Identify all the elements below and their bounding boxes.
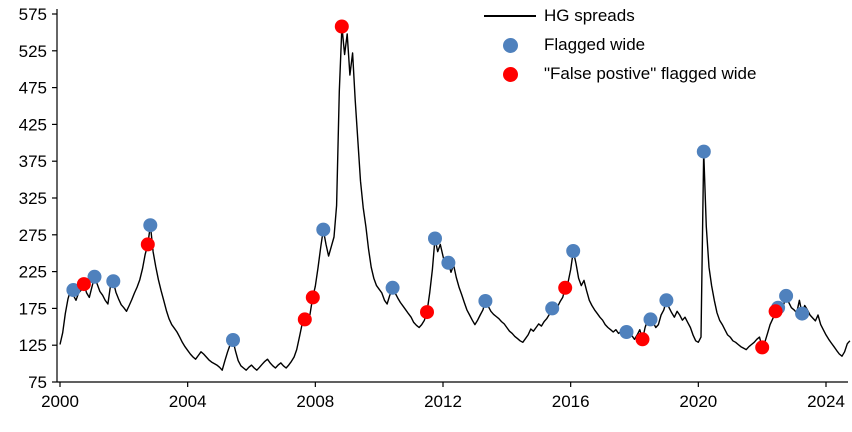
flagged-wide-dot <box>619 325 634 339</box>
false-positive-dot <box>558 280 573 295</box>
flagged-wide-dot <box>659 293 674 308</box>
flagged-wide-dot <box>106 274 121 289</box>
false-positive-dot <box>297 312 312 327</box>
flagged-wide-dot <box>226 333 240 347</box>
flagged-wide-dot <box>643 312 658 327</box>
hg-spreads-line <box>59 25 851 371</box>
false-positive-dot <box>76 277 91 292</box>
flagged-wide-dot <box>545 301 560 316</box>
legend-swatch-box <box>484 66 536 82</box>
x-tick-label: 2000 <box>41 392 79 411</box>
false-positive-dot <box>140 237 155 252</box>
false-positive-dot <box>755 340 770 355</box>
y-tick-label: 75 <box>28 373 47 392</box>
y-tick-label: 475 <box>19 79 47 98</box>
false-positive-dot <box>635 332 650 347</box>
legend-label-flagged-wide: Flagged wide <box>544 35 646 54</box>
flagged-wide-dot <box>143 218 158 233</box>
flagged-wide-dot <box>779 288 794 303</box>
y-tick-label: 275 <box>19 226 47 245</box>
false-positive-dot <box>334 19 349 34</box>
y-tick-label: 175 <box>19 299 47 318</box>
y-tick-label: 425 <box>19 115 47 134</box>
flagged-wide-dot <box>566 244 581 258</box>
flagged-wide-dot <box>385 280 400 295</box>
y-tick-label: 325 <box>19 189 47 208</box>
flagged-wide-dot <box>428 231 442 246</box>
legend: HG spreads Flagged wide "False postive" … <box>484 4 756 86</box>
y-tick-label: 125 <box>19 336 47 355</box>
blue-dot-icon <box>502 37 518 53</box>
false-positive-dot <box>420 305 434 320</box>
legend-item-false-positive: "False postive" flagged wide <box>484 62 756 86</box>
y-tick-label: 375 <box>19 152 47 171</box>
y-tick-label: 575 <box>19 5 47 24</box>
x-tick-label: 2004 <box>169 392 207 411</box>
flagged-wide-dot <box>441 255 456 270</box>
flagged-wide-dot <box>478 294 493 308</box>
line-swatch-icon <box>484 15 536 17</box>
x-tick-label: 2024 <box>807 392 845 411</box>
y-tick-label: 525 <box>19 42 47 61</box>
false-positive-dot <box>305 290 320 305</box>
flagged-wide-dot <box>66 283 81 297</box>
x-tick-label: 2008 <box>296 392 334 411</box>
red-dot-icon <box>502 66 518 82</box>
legend-item-flagged-wide: Flagged wide <box>484 33 756 57</box>
false-positive-dot <box>768 304 783 319</box>
legend-swatch-box <box>484 15 536 17</box>
x-tick-label: 2016 <box>552 392 590 411</box>
flagged-wide-dot <box>87 269 102 284</box>
legend-item-hg-spreads: HG spreads <box>484 4 756 28</box>
legend-label-false-positive: "False postive" flagged wide <box>544 64 757 83</box>
legend-swatch-box <box>484 37 536 53</box>
legend-label-hg-spreads: HG spreads <box>544 6 635 25</box>
flagged-wide-dot <box>316 222 331 237</box>
x-tick-label: 2020 <box>679 392 717 411</box>
flagged-wide-dot <box>795 306 810 321</box>
x-tick-label: 2012 <box>424 392 462 411</box>
y-tick-label: 225 <box>19 263 47 282</box>
flagged-wide-dot <box>696 144 711 159</box>
